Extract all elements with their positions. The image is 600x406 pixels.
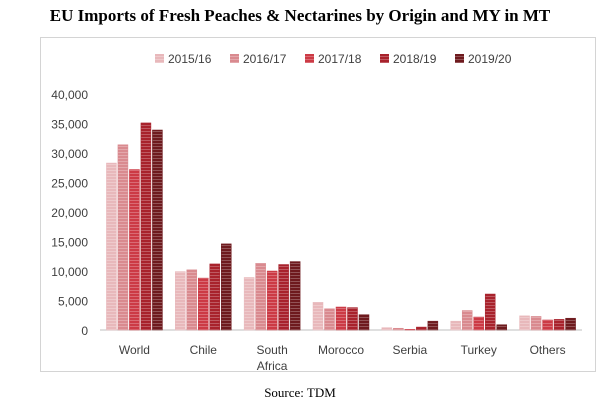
legend-swatch xyxy=(155,54,164,63)
bar-2017-18 xyxy=(473,316,484,331)
x-tick-label: World xyxy=(119,343,150,357)
bar-2016-17 xyxy=(324,308,335,331)
bar-2018-19 xyxy=(278,264,289,331)
source-note: Source: TDM xyxy=(264,385,336,400)
bar-2019-20 xyxy=(152,129,163,331)
bar-2015-16 xyxy=(243,277,255,331)
y-tick-label: 10,000 xyxy=(51,265,88,279)
y-tick-label: 35,000 xyxy=(51,118,88,132)
bar-2015-16 xyxy=(519,315,530,331)
chart-frame xyxy=(40,37,596,372)
bar-2017-18 xyxy=(129,169,140,331)
bar-2015-16 xyxy=(381,327,393,331)
y-tick-label: 5,000 xyxy=(58,295,88,309)
bar-2019-20 xyxy=(289,261,301,331)
legend-swatch xyxy=(455,54,464,63)
chart-title: EU Imports of Fresh Peaches & Nectarines… xyxy=(49,6,551,25)
bar-2016-17 xyxy=(461,310,473,331)
bar-2019-20 xyxy=(358,314,370,331)
bar-2016-17 xyxy=(393,327,404,331)
legend-label: 2017/18 xyxy=(318,52,362,66)
y-tick-label: 40,000 xyxy=(51,88,88,102)
legend-label: 2018/19 xyxy=(393,52,437,66)
x-tick-label: South xyxy=(256,343,287,357)
bar-2016-17 xyxy=(255,263,266,331)
bar-2016-17 xyxy=(117,144,129,331)
bar-2015-16 xyxy=(312,302,324,331)
x-tick-label: Chile xyxy=(190,343,218,357)
bar-2019-20 xyxy=(427,320,439,331)
legend-swatch xyxy=(305,54,314,63)
legend-label: 2016/17 xyxy=(243,52,287,66)
bar-2015-16 xyxy=(106,162,117,331)
x-tick-label: Morocco xyxy=(318,343,364,357)
bar-2015-16 xyxy=(450,320,461,331)
bar-2018-19 xyxy=(140,122,152,331)
legend-label: 2019/20 xyxy=(468,52,512,66)
bar-2018-19 xyxy=(484,293,496,331)
x-tick-label: Serbia xyxy=(393,343,428,357)
legend-swatch xyxy=(380,54,389,63)
y-tick-label: 15,000 xyxy=(51,236,88,250)
y-tick-label: 0 xyxy=(81,324,88,338)
x-tick-label: Others xyxy=(530,343,566,357)
x-tick-label: Turkey xyxy=(461,343,497,357)
y-tick-label: 30,000 xyxy=(51,147,88,161)
bar-2019-20 xyxy=(496,324,507,331)
bar-2018-19 xyxy=(209,263,221,331)
bar-2018-19 xyxy=(347,307,358,331)
bar-2016-17 xyxy=(186,269,198,331)
bar-2018-19 xyxy=(416,326,427,331)
y-tick-label: 25,000 xyxy=(51,177,88,191)
legend-label: 2015/16 xyxy=(168,52,212,66)
y-tick-label: 20,000 xyxy=(51,206,88,220)
x-tick-label: Africa xyxy=(257,359,288,373)
bar-2017-18 xyxy=(404,329,416,331)
bar-2018-19 xyxy=(553,319,565,331)
bar-2015-16 xyxy=(175,271,186,331)
bar-2017-18 xyxy=(198,277,209,331)
bar-2016-17 xyxy=(530,316,542,331)
bar-2019-20 xyxy=(565,317,576,331)
legend-swatch xyxy=(230,54,239,63)
bar-2019-20 xyxy=(221,243,232,331)
bar-2017-18 xyxy=(542,319,553,331)
bar-2017-18 xyxy=(266,270,278,331)
bar-2017-18 xyxy=(335,306,347,331)
